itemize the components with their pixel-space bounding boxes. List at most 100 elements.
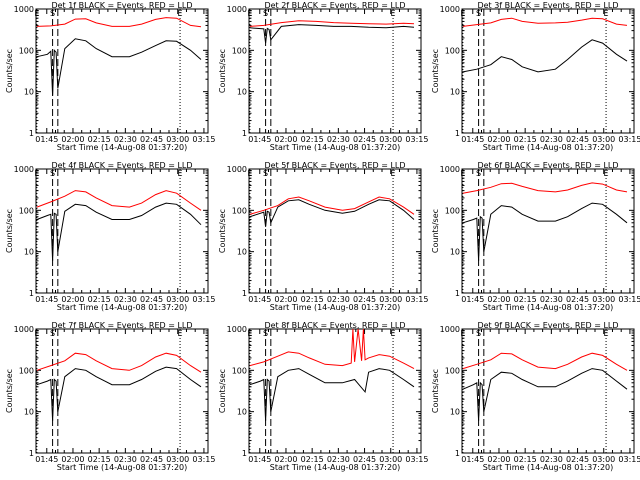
y-tick-label: 1000 bbox=[14, 165, 34, 174]
event-marker-label: E bbox=[604, 169, 609, 178]
x-tick-label: 02:00 bbox=[274, 135, 297, 144]
event-marker-label: E bbox=[460, 329, 465, 338]
x-tick-label: 02:15 bbox=[301, 295, 324, 304]
y-tick-label: 100 bbox=[445, 206, 460, 215]
x-tick-label: 02:00 bbox=[61, 295, 84, 304]
x-tick-label: 02:15 bbox=[514, 455, 537, 464]
y-tick-label: 1 bbox=[242, 129, 247, 138]
y-tick-label: 10 bbox=[24, 408, 34, 417]
y-tick-label: 10 bbox=[237, 408, 247, 417]
event-marker-label: S bbox=[476, 169, 481, 178]
x-tick-label: 01:45 bbox=[35, 295, 58, 304]
y-tick-label: 100 bbox=[19, 366, 34, 375]
plot-frame bbox=[461, 8, 635, 134]
x-tick-label: 02:15 bbox=[88, 455, 111, 464]
panel-title: Det 9f BLACK = Events, RED = LLD bbox=[477, 321, 618, 330]
panel-title: Det 5f BLACK = Events, RED = LLD bbox=[264, 161, 405, 170]
x-tick-label: 01:45 bbox=[35, 135, 58, 144]
y-tick-label: 1 bbox=[29, 129, 34, 138]
x-tick-label: 02:45 bbox=[353, 295, 376, 304]
x-axis-label: Start Time (14-Aug-08 01:37:20) bbox=[483, 143, 614, 152]
x-tick-label: 01:45 bbox=[35, 455, 58, 464]
plot-frame bbox=[248, 168, 422, 294]
panel-title: Det 6f BLACK = Events, RED = LLD bbox=[477, 161, 618, 170]
x-tick-label: 02:00 bbox=[274, 455, 297, 464]
y-tick-label: 10 bbox=[237, 248, 247, 257]
x-tick-label: 01:45 bbox=[248, 455, 271, 464]
event-marker-label: S bbox=[263, 9, 268, 18]
panel-title: Det 8f BLACK = Events, RED = LLD bbox=[264, 321, 405, 330]
plot-frame bbox=[461, 168, 635, 294]
x-tick-label: 02:30 bbox=[327, 135, 350, 144]
detector-panel-5: Det 5f BLACK = Events, RED = LLD 1 10 100 10… bbox=[218, 161, 428, 312]
x-tick-label: 03:15 bbox=[405, 135, 428, 144]
y-tick-label: 1 bbox=[29, 289, 34, 298]
lld-series-line bbox=[36, 190, 202, 211]
events-series-line bbox=[249, 368, 415, 421]
y-tick-label: 1 bbox=[455, 449, 460, 458]
panel-title: Det 2f BLACK = Events, RED = LLD bbox=[264, 1, 405, 10]
event-marker-label: S bbox=[50, 329, 55, 338]
events-series-line bbox=[249, 199, 415, 227]
plot-frame bbox=[35, 168, 209, 294]
x-tick-label: 03:00 bbox=[379, 455, 402, 464]
event-marker-label: E bbox=[247, 329, 252, 338]
lld-series-line bbox=[249, 20, 415, 27]
event-marker-label: E bbox=[34, 169, 39, 178]
plot-frame bbox=[461, 328, 635, 454]
detector-panel-3: Det 3f BLACK = Events, RED = LLD 1 10 100 10… bbox=[431, 1, 640, 152]
x-tick-label: 02:15 bbox=[301, 455, 324, 464]
x-tick-label: 03:00 bbox=[379, 135, 402, 144]
y-axis-label: Counts/sec bbox=[5, 369, 14, 413]
x-tick-label: 02:00 bbox=[487, 135, 510, 144]
y-tick-label: 1000 bbox=[440, 325, 460, 334]
y-tick-label: 1 bbox=[242, 289, 247, 298]
x-tick-label: 02:30 bbox=[540, 135, 563, 144]
detector-panel-1: Det 1f BLACK = Events, RED = LLD 1 10 100 10… bbox=[5, 1, 215, 152]
event-marker-label: E bbox=[34, 329, 39, 338]
y-tick-label: 10 bbox=[24, 248, 34, 257]
x-tick-label: 03:15 bbox=[405, 455, 428, 464]
x-tick-label: 02:15 bbox=[301, 135, 324, 144]
x-tick-label: 02:45 bbox=[353, 455, 376, 464]
x-tick-label: 02:15 bbox=[514, 295, 537, 304]
y-tick-label: 10 bbox=[237, 88, 247, 97]
y-tick-label: 10 bbox=[24, 88, 34, 97]
x-tick-label: 03:00 bbox=[166, 135, 189, 144]
event-marker-label: E bbox=[391, 9, 396, 18]
plot-frame bbox=[248, 8, 422, 134]
x-tick-label: 03:15 bbox=[405, 295, 428, 304]
event-marker-label: E bbox=[247, 169, 252, 178]
x-tick-label: 02:00 bbox=[61, 135, 84, 144]
x-tick-label: 02:15 bbox=[88, 295, 111, 304]
x-tick-label: 02:45 bbox=[566, 295, 589, 304]
y-tick-label: 100 bbox=[232, 46, 247, 55]
y-tick-label: 1000 bbox=[14, 325, 34, 334]
event-marker-label: E bbox=[460, 169, 465, 178]
x-tick-label: 02:30 bbox=[114, 135, 137, 144]
x-tick-label: 02:00 bbox=[487, 295, 510, 304]
x-tick-label: 03:00 bbox=[166, 295, 189, 304]
y-tick-label: 1000 bbox=[440, 165, 460, 174]
event-marker-label: S bbox=[476, 329, 481, 338]
events-series-line bbox=[462, 39, 628, 73]
events-series-line bbox=[36, 38, 202, 96]
detector-panel-7: Det 7f BLACK = Events, RED = LLD 1 10 100 10… bbox=[5, 321, 215, 472]
detector-panel-4: Det 4f BLACK = Events, RED = LLD 1 10 100 10… bbox=[5, 161, 215, 312]
x-tick-label: 02:30 bbox=[540, 455, 563, 464]
y-tick-label: 1000 bbox=[227, 165, 247, 174]
event-marker-label: E bbox=[178, 9, 183, 18]
x-tick-label: 02:45 bbox=[353, 135, 376, 144]
event-marker-label: E bbox=[391, 329, 396, 338]
lld-series-line bbox=[36, 17, 202, 28]
x-tick-label: 02:15 bbox=[514, 135, 537, 144]
detector-panel-2: Det 2f BLACK = Events, RED = LLD 1 10 100 10… bbox=[218, 1, 428, 152]
x-tick-label: 02:45 bbox=[140, 455, 163, 464]
x-tick-label: 02:30 bbox=[540, 295, 563, 304]
y-tick-label: 1 bbox=[242, 449, 247, 458]
event-marker-label: S bbox=[50, 9, 55, 18]
detector-panel-9: Det 9f BLACK = Events, RED = LLD 1 10 100 10… bbox=[431, 321, 640, 472]
y-tick-label: 10 bbox=[450, 88, 460, 97]
event-marker-label: E bbox=[460, 9, 465, 18]
